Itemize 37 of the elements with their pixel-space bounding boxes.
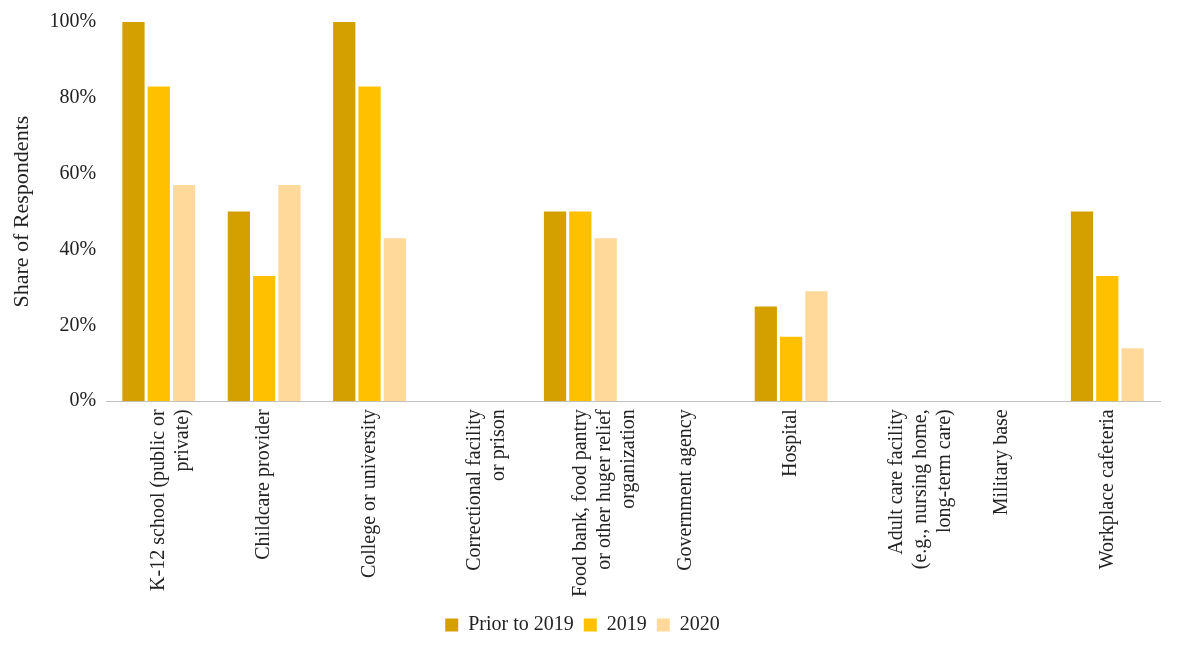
y-tick-label: 80%: [59, 85, 97, 108]
x-tick-label: Adult care facility (e.g., nursing home, long-term care): [883, 409, 955, 570]
x-tick-label: Workplace cafeteria: [1094, 409, 1118, 570]
bar: [253, 276, 276, 402]
bar: [172, 185, 196, 402]
bar: [227, 211, 250, 402]
y-tick-label: 100%: [49, 9, 97, 32]
x-tick-label: K-12 school (public or private): [146, 408, 194, 591]
y-tick-label: 20%: [59, 312, 97, 335]
y-tick-label: 40%: [59, 236, 97, 259]
bar: [1096, 276, 1119, 402]
bar: [805, 291, 828, 402]
bar: [147, 86, 170, 402]
x-tick-label: Military base: [989, 409, 1013, 516]
legend-label: 2020: [679, 612, 720, 635]
x-tick-label: Correctional facility or prison: [462, 409, 510, 571]
legend-label: 2019: [606, 612, 647, 635]
bar: [333, 22, 356, 402]
bar: [122, 22, 145, 402]
bar: [754, 306, 777, 402]
bar: [543, 211, 567, 402]
y-tick-label: 0%: [69, 388, 97, 411]
y-tick-label: 60%: [59, 160, 97, 183]
x-tick-label: Childcare provider: [251, 408, 275, 560]
y-axis-title: Share of Respondents: [7, 115, 33, 308]
bar: [569, 211, 592, 402]
bar: [1070, 211, 1094, 402]
legend-label: Prior to 2019: [468, 612, 574, 635]
bar: [278, 185, 301, 402]
bar: [358, 86, 381, 402]
bar: [779, 336, 803, 402]
bar: [383, 238, 406, 402]
bar: [1121, 348, 1144, 402]
x-tick-label: Hospital: [778, 408, 802, 478]
x-tick-label: Government agency: [672, 409, 696, 571]
x-tick-label: College or university: [356, 409, 380, 579]
bar: [594, 238, 617, 402]
